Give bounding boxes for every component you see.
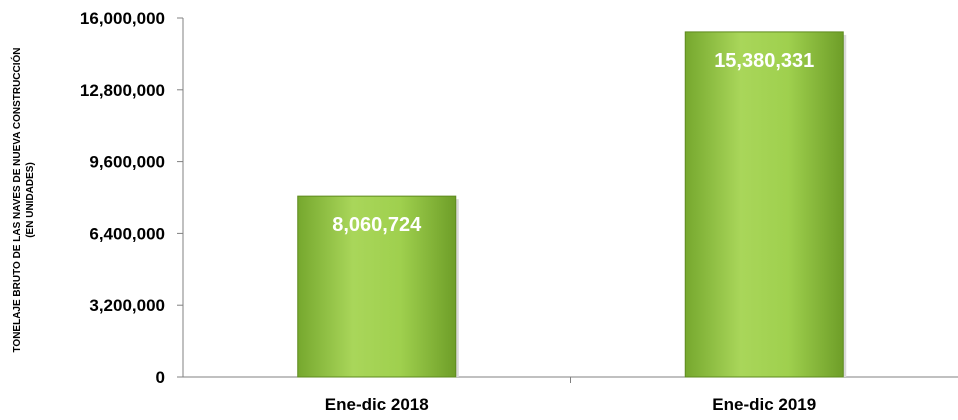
category-labels: Ene-dic 2018 Ene-dic 2019 <box>325 395 816 414</box>
y-tick-label: 3,200,000 <box>89 296 165 315</box>
category-label: Ene-dic 2019 <box>712 395 816 414</box>
data-label: 8,060,724 <box>332 214 422 236</box>
bar <box>297 195 457 378</box>
bars <box>297 31 847 378</box>
y-axis: 0 3,200,000 6,400,000 9,600,000 12,800,000 16… <box>80 9 184 387</box>
y-tick-label: 0 <box>156 368 165 387</box>
y-axis-sublabel: (EN UNIDADES) <box>25 162 36 238</box>
bar <box>684 31 844 378</box>
x-axis <box>183 376 958 383</box>
data-labels: 8,060,724 15,380,331 <box>332 50 814 236</box>
category-label: Ene-dic 2018 <box>325 395 429 414</box>
y-axis-title: TONELAJE BRUTO DE LAS NAVES DE NUEVA CON… <box>10 47 36 352</box>
y-axis-label: TONELAJE BRUTO DE LAS NAVES DE NUEVA CON… <box>10 47 23 352</box>
y-tick-label: 6,400,000 <box>89 224 165 243</box>
y-tick-label: 12,800,000 <box>80 81 165 100</box>
y-tick-label: 16,000,000 <box>80 9 165 28</box>
data-label: 15,380,331 <box>714 50 814 72</box>
y-tick-label: 9,600,000 <box>89 153 165 172</box>
